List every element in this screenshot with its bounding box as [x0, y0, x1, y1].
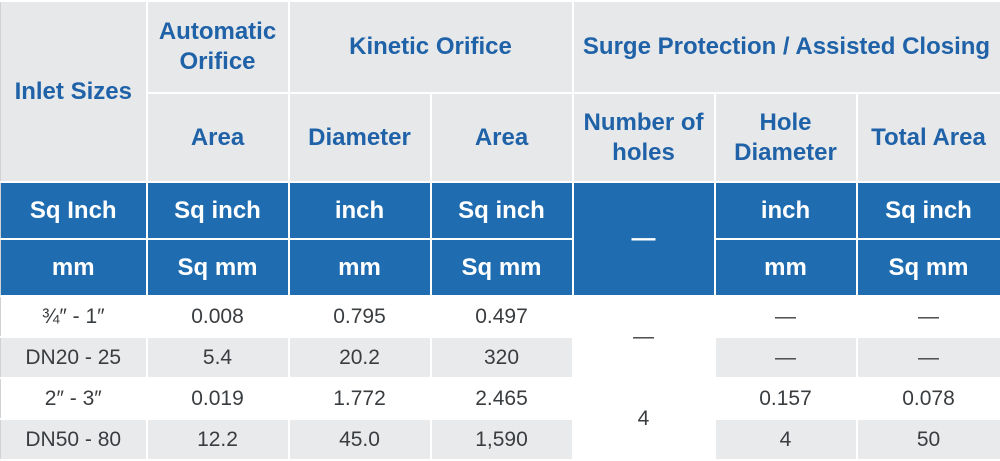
- unit-metric-kin-area: Sq mm: [429, 238, 574, 297]
- cell-hole-diameter: 4: [713, 418, 858, 461]
- cell-auto-area: 0.008: [145, 295, 290, 338]
- unit-holes: —: [571, 181, 716, 297]
- cell-kin-diameter: 1.772: [287, 377, 432, 420]
- cell-hole-diameter: 0.157: [713, 377, 858, 420]
- cell-inlet: ¾″ - 1″: [0, 295, 148, 338]
- unit-imperial-kin-diameter: inch: [287, 181, 432, 240]
- unit-metric-total-area: Sq mm: [855, 238, 1000, 297]
- cell-holes: —: [571, 295, 716, 379]
- cell-holes: 4: [571, 377, 716, 461]
- header-surge-protection: Surge Protection / Assisted Closing: [571, 0, 1000, 94]
- unit-imperial-hole-diameter: inch: [713, 181, 858, 240]
- unit-metric-hole-diameter: mm: [713, 238, 858, 297]
- cell-total-area: 0.078: [855, 377, 1000, 420]
- cell-kin-diameter: 0.795: [287, 295, 432, 338]
- cell-kin-area: 0.497: [429, 295, 574, 338]
- unit-imperial-kin-area: Sq inch: [429, 181, 574, 240]
- header-kinetic-orifice: Kinetic Orifice: [287, 0, 574, 94]
- subheader-kinetic-diameter: Diameter: [287, 92, 432, 183]
- cell-auto-area: 5.4: [145, 336, 290, 379]
- subheader-auto-area: Area: [145, 92, 290, 183]
- unit-metric-auto-area: Sq mm: [145, 238, 290, 297]
- unit-imperial-auto-area: Sq inch: [145, 181, 290, 240]
- cell-kin-diameter: 45.0: [287, 418, 432, 461]
- cell-kin-area: 1,590: [429, 418, 574, 461]
- unit-metric-inlet: mm: [0, 238, 148, 297]
- header-inlet-sizes: Inlet Sizes: [0, 0, 148, 183]
- cell-total-area: 50: [855, 418, 1000, 461]
- cell-hole-diameter: —: [713, 336, 858, 379]
- subheader-kinetic-area: Area: [429, 92, 574, 183]
- unit-metric-kin-diameter: mm: [287, 238, 432, 297]
- cell-inlet: DN50 - 80: [0, 418, 148, 461]
- cell-auto-area: 0.019: [145, 377, 290, 420]
- unit-imperial-inlet: Sq Inch: [0, 181, 148, 240]
- cell-kin-diameter: 20.2: [287, 336, 432, 379]
- cell-kin-area: 320: [429, 336, 574, 379]
- cell-hole-diameter: —: [713, 295, 858, 338]
- cell-kin-area: 2.465: [429, 377, 574, 420]
- cell-total-area: —: [855, 295, 1000, 338]
- header-automatic-orifice: Automatic Orifice: [145, 0, 290, 94]
- cell-inlet: 2″ - 3″: [0, 377, 148, 420]
- subheader-total-area: Total Area: [855, 92, 1000, 183]
- subheader-number-of-holes: Number of holes: [571, 92, 716, 183]
- unit-imperial-total-area: Sq inch: [855, 181, 1000, 240]
- cell-total-area: —: [855, 336, 1000, 379]
- cell-inlet: DN20 - 25: [0, 336, 148, 379]
- cell-auto-area: 12.2: [145, 418, 290, 461]
- subheader-hole-diameter: Hole Diameter: [713, 92, 858, 183]
